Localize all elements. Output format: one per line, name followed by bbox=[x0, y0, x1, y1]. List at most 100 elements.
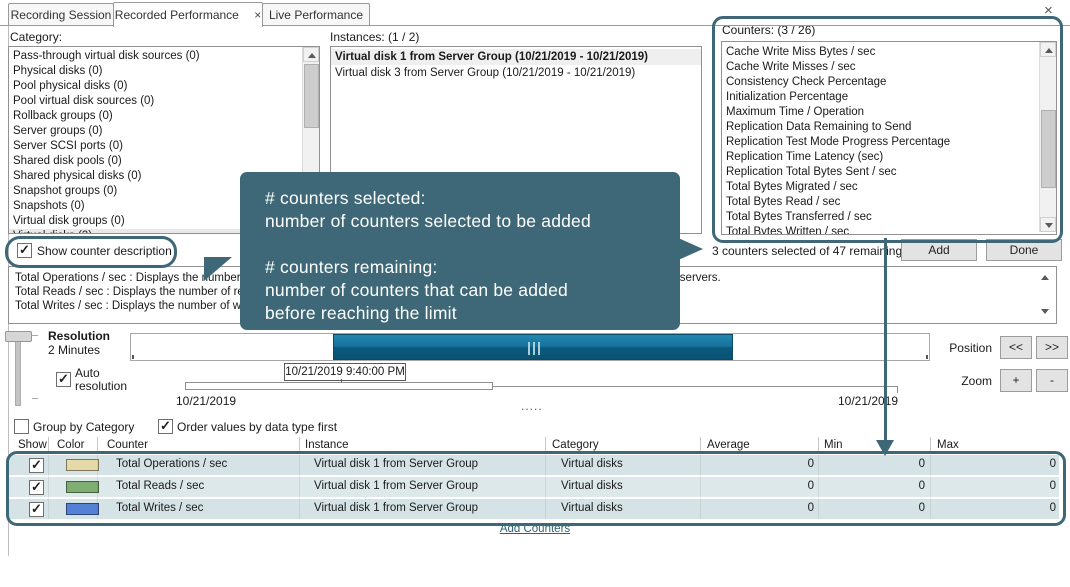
row-max: 0 bbox=[1049, 502, 1056, 514]
row-min: 0 bbox=[918, 458, 925, 470]
counter-item[interactable]: Total Bytes Migrated / sec bbox=[726, 181, 858, 193]
column-header-min[interactable]: Min bbox=[824, 439, 843, 451]
counter-item[interactable]: Replication Total Bytes Sent / sec bbox=[726, 166, 897, 178]
row-average: 0 bbox=[807, 502, 814, 514]
auto-resolution-checkbox[interactable] bbox=[56, 371, 71, 387]
order-values-label[interactable]: Order values by data type first bbox=[177, 420, 338, 434]
row-category: Virtual disks bbox=[561, 458, 623, 470]
column-header-show[interactable]: Show bbox=[18, 439, 47, 451]
resolution-slider-track[interactable] bbox=[15, 334, 21, 406]
row-min: 0 bbox=[918, 502, 925, 514]
timeline-grip-icon[interactable] bbox=[538, 342, 540, 355]
annotation-arrow-right-icon bbox=[676, 237, 703, 261]
zoom-out-button[interactable]: - bbox=[1036, 369, 1068, 392]
add-counters-link[interactable]: Add Counters bbox=[499, 523, 571, 535]
category-item[interactable]: Snapshot groups (0) bbox=[13, 185, 118, 197]
done-button[interactable]: Done bbox=[986, 239, 1062, 261]
category-list: Pass-through virtual disk sources (0) Ph… bbox=[8, 46, 320, 234]
column-header-instance[interactable]: Instance bbox=[305, 439, 349, 451]
scroll-down-icon[interactable] bbox=[1040, 217, 1056, 232]
row-color-swatch bbox=[66, 459, 99, 471]
description-scroll-up-icon[interactable] bbox=[1041, 275, 1049, 280]
timeline-grip-icon[interactable] bbox=[533, 342, 535, 355]
timeline-selection[interactable] bbox=[333, 334, 733, 360]
tab-live-performance[interactable]: Live Performance bbox=[262, 3, 370, 26]
table-row[interactable]: Total Writes / sec Virtual disk 1 from S… bbox=[9, 499, 1059, 519]
collapse-dots[interactable]: ..... bbox=[521, 399, 543, 413]
zoom-in-button[interactable]: + bbox=[1000, 369, 1032, 392]
category-item[interactable]: Physical disks (0) bbox=[13, 65, 103, 77]
category-item[interactable]: Server SCSI ports (0) bbox=[13, 140, 123, 152]
category-item[interactable]: Server groups (0) bbox=[13, 125, 103, 137]
category-item[interactable]: Shared disk pools (0) bbox=[13, 155, 122, 167]
timeline-track[interactable] bbox=[130, 333, 930, 361]
counter-item[interactable]: Cache Write Miss Bytes / sec bbox=[726, 46, 876, 58]
scroll-up-icon[interactable] bbox=[303, 47, 319, 62]
add-button[interactable]: Add bbox=[901, 239, 977, 261]
tabbar-divider bbox=[0, 25, 1070, 26]
category-item[interactable]: Pool physical disks (0) bbox=[13, 80, 128, 92]
row-max: 0 bbox=[1049, 480, 1056, 492]
resolution-slider-handle[interactable] bbox=[5, 331, 32, 342]
counter-item[interactable]: Total Bytes Transferred / sec bbox=[726, 211, 872, 223]
counters-label: Counters: (3 / 26) bbox=[722, 23, 816, 37]
timeline-grip-icon[interactable] bbox=[528, 342, 530, 355]
slider-tick bbox=[32, 398, 38, 399]
instance-item-selected[interactable]: Virtual disk 1 from Server Group (10/21/… bbox=[331, 49, 701, 65]
column-header-counter[interactable]: Counter bbox=[107, 439, 148, 451]
column-header-max[interactable]: Max bbox=[937, 439, 959, 451]
zoom-label: Zoom bbox=[961, 374, 992, 388]
scrollbar-thumb[interactable] bbox=[304, 64, 319, 128]
window-close-icon[interactable]: × bbox=[1044, 2, 1053, 19]
position-forward-button[interactable]: >> bbox=[1036, 336, 1068, 359]
counter-item[interactable]: Total Bytes Written / sec bbox=[726, 226, 850, 235]
column-header-average[interactable]: Average bbox=[707, 439, 750, 451]
scroll-up-icon[interactable] bbox=[1040, 42, 1056, 57]
counter-item[interactable]: Replication Test Mode Progress Percentag… bbox=[726, 136, 951, 148]
instance-item[interactable]: Virtual disk 3 from Server Group (10/21/… bbox=[335, 67, 636, 79]
counter-item[interactable]: Maximum Time / Operation bbox=[726, 106, 865, 118]
group-by-category-checkbox[interactable] bbox=[14, 419, 29, 434]
category-item[interactable]: Pass-through virtual disk sources (0) bbox=[13, 50, 200, 62]
tab-recording-session[interactable]: Recording Session bbox=[8, 3, 114, 26]
tab-close-icon[interactable]: × bbox=[254, 8, 262, 22]
order-values-checkbox[interactable] bbox=[158, 418, 173, 434]
group-by-category-label[interactable]: Group by Category bbox=[33, 420, 135, 434]
description-scroll-down-icon[interactable] bbox=[1041, 309, 1049, 314]
counter-item[interactable]: Initialization Percentage bbox=[726, 91, 849, 103]
row-counter: Total Operations / sec bbox=[116, 458, 228, 470]
category-item[interactable]: Shared physical disks (0) bbox=[13, 170, 142, 182]
range-slider-track[interactable] bbox=[493, 386, 898, 387]
counter-item[interactable]: Consistency Check Percentage bbox=[726, 76, 887, 88]
row-instance: Virtual disk 1 from Server Group bbox=[314, 458, 479, 470]
row-show-checkbox[interactable] bbox=[29, 479, 44, 495]
tab-recorded-performance[interactable]: Recorded Performance × bbox=[113, 2, 263, 27]
counters-scrollbar[interactable] bbox=[1039, 42, 1056, 232]
scrollbar-thumb[interactable] bbox=[1041, 110, 1056, 188]
category-item[interactable]: Snapshots (0) bbox=[13, 200, 85, 212]
column-header-color[interactable]: Color bbox=[57, 439, 85, 451]
resolution-value: 2 Minutes bbox=[48, 343, 101, 357]
category-label: Category: bbox=[10, 30, 63, 44]
counter-item[interactable]: Replication Data Remaining to Send bbox=[726, 121, 912, 133]
counter-item[interactable]: Cache Write Misses / sec bbox=[726, 61, 856, 73]
instances-label: Instances: (1 / 2) bbox=[330, 30, 420, 44]
column-header-category[interactable]: Category bbox=[552, 439, 599, 451]
show-counter-description-label[interactable]: Show counter description bbox=[37, 244, 172, 258]
category-item-selected[interactable]: Virtual disks (2) bbox=[9, 229, 303, 233]
row-category: Virtual disks bbox=[561, 502, 623, 514]
category-item[interactable]: Virtual disk groups (0) bbox=[13, 215, 125, 227]
row-show-checkbox[interactable] bbox=[29, 501, 44, 517]
category-item[interactable]: Pool virtual disk sources (0) bbox=[13, 95, 155, 107]
auto-resolution-label[interactable]: Auto resolution bbox=[75, 366, 128, 393]
table-row[interactable]: Total Reads / sec Virtual disk 1 from Se… bbox=[9, 477, 1059, 497]
range-slider-selection[interactable] bbox=[185, 382, 493, 390]
row-color-swatch bbox=[66, 503, 99, 515]
counter-item[interactable]: Total Bytes Read / sec bbox=[726, 196, 841, 208]
row-show-checkbox[interactable] bbox=[29, 457, 44, 473]
category-item[interactable]: Rollback groups (0) bbox=[13, 110, 113, 122]
timestamp-tooltip: 10/21/2019 9:40:00 PM bbox=[284, 363, 406, 381]
counter-item[interactable]: Replication Time Latency (sec) bbox=[726, 151, 884, 163]
position-back-button[interactable]: << bbox=[1000, 336, 1032, 359]
table-row[interactable]: Total Operations / sec Virtual disk 1 fr… bbox=[9, 455, 1059, 475]
